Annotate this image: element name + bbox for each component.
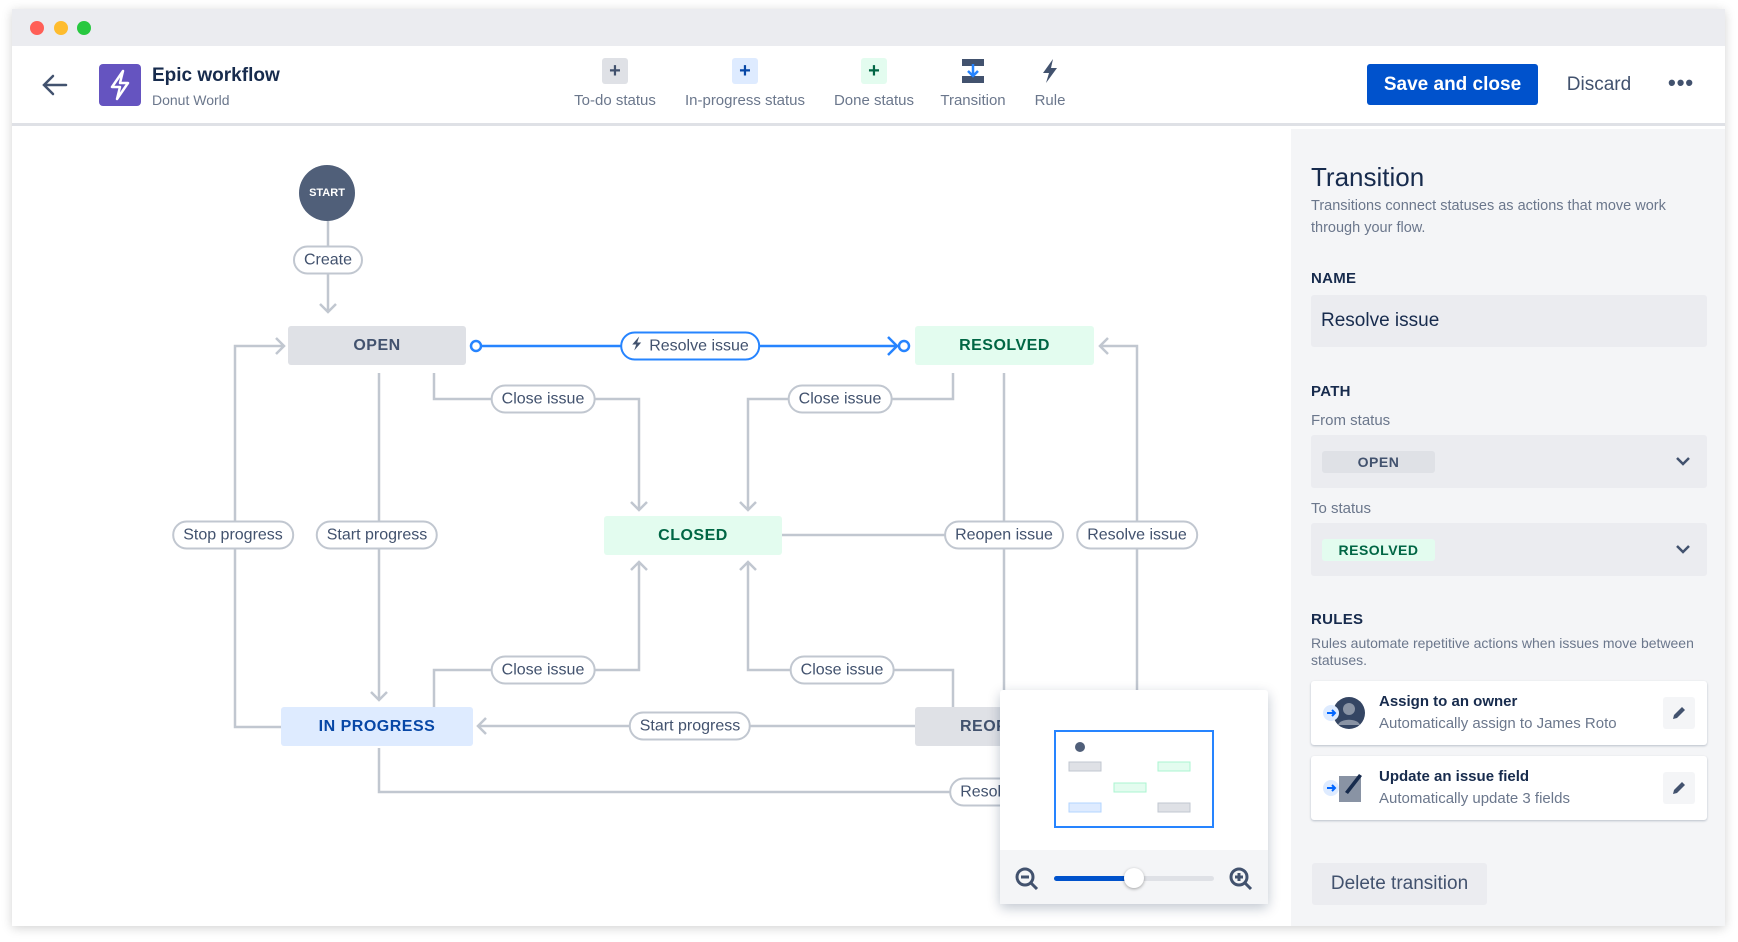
from-status-select[interactable]: OPEN <box>1311 435 1707 488</box>
connector-resolve-reopened <box>1098 337 1139 700</box>
connector-close-reopened <box>739 560 955 707</box>
project-name: Donut World <box>152 92 230 108</box>
to-status-select[interactable]: RESOLVED <box>1311 523 1707 576</box>
lightning-icon <box>631 336 643 356</box>
pencil-icon <box>1673 707 1685 719</box>
add-todo-status-button[interactable]: + To-do status <box>574 58 656 109</box>
status-in-progress[interactable]: IN PROGRESS <box>281 707 473 746</box>
connector-resolve-inprogress <box>377 748 960 794</box>
transition-stop-progress[interactable]: Stop progress <box>172 520 294 550</box>
edit-rule-button[interactable] <box>1663 772 1695 804</box>
status-resolved[interactable]: RESOLVED <box>915 326 1094 365</box>
minimap <box>1000 690 1268 904</box>
transition-create[interactable]: Create <box>292 245 364 275</box>
from-status-lozenge: OPEN <box>1322 451 1435 473</box>
to-status-label: To status <box>1311 500 1372 517</box>
transition-resolve-reopened[interactable]: Resolve issue <box>1076 520 1198 550</box>
zoom-slider-fill <box>1054 876 1134 881</box>
zoom-in-icon[interactable] <box>1228 866 1254 897</box>
add-rule-button[interactable]: Rule <box>985 58 1115 109</box>
close-window-button[interactable] <box>30 21 44 35</box>
add-inprogress-status-button[interactable]: + In-progress status <box>684 58 806 109</box>
start-node[interactable]: START <box>299 165 355 221</box>
back-arrow-icon[interactable] <box>40 70 70 105</box>
zoom-slider-handle[interactable] <box>1124 868 1144 888</box>
name-label: NAME <box>1311 270 1357 287</box>
maximize-window-button[interactable] <box>77 21 91 35</box>
transition-start-progress-reopened[interactable]: Start progress <box>628 711 752 741</box>
chevron-down-icon <box>1675 541 1691 562</box>
transition-close-open[interactable]: Close issue <box>490 384 596 414</box>
transition-close-resolved[interactable]: Close issue <box>787 384 893 414</box>
workflow-title: Epic workflow <box>152 65 280 86</box>
workflow-logo-icon <box>99 64 141 106</box>
rule-card-assign-owner[interactable]: Assign to an owner Automatically assign … <box>1311 681 1707 745</box>
edit-rule-button[interactable] <box>1663 697 1695 729</box>
connector-close-inprogress <box>432 560 648 707</box>
zoom-out-icon[interactable] <box>1014 866 1040 897</box>
name-input[interactable]: Resolve issue <box>1311 295 1707 347</box>
plus-icon: + <box>602 58 628 84</box>
lightning-icon <box>1037 58 1063 84</box>
panel-description: Transitions connect statuses as actions … <box>1311 198 1666 236</box>
delete-transition-button[interactable]: Delete transition <box>1312 863 1487 905</box>
status-open[interactable]: OPEN <box>288 326 466 365</box>
plus-icon: + <box>861 58 887 84</box>
pencil-icon <box>1673 782 1685 794</box>
from-status-label: From status <box>1311 412 1391 429</box>
rules-label: RULES <box>1311 611 1364 628</box>
transition-icon <box>960 58 986 84</box>
transition-close-reopened[interactable]: Close issue <box>789 655 895 685</box>
transition-reopen[interactable]: Reopen issue <box>944 520 1064 550</box>
assign-owner-icon <box>1321 694 1367 737</box>
plus-icon: + <box>732 58 758 84</box>
transition-start-progress[interactable]: Start progress <box>315 520 439 550</box>
add-done-status-button[interactable]: + Done status <box>833 58 915 109</box>
transition-close-inprogress[interactable]: Close issue <box>490 655 596 685</box>
transition-resolve-selected[interactable]: Resolve issue <box>620 331 760 361</box>
more-icon[interactable]: ••• <box>1668 70 1695 95</box>
to-status-lozenge: RESOLVED <box>1322 539 1435 561</box>
minimap-viewport[interactable] <box>1054 730 1214 828</box>
rule-card-update-field[interactable]: Update an issue field Automatically upda… <box>1311 756 1707 820</box>
add-transition-button[interactable]: Transition <box>908 58 1038 109</box>
zoom-slider[interactable] <box>1054 868 1214 888</box>
update-field-icon <box>1321 768 1367 813</box>
chevron-down-icon <box>1675 453 1691 474</box>
window-titlebar <box>12 9 1725 46</box>
discard-button[interactable]: Discard <box>1566 74 1632 95</box>
status-closed[interactable]: CLOSED <box>604 516 782 555</box>
minimize-window-button[interactable] <box>54 21 68 35</box>
path-label: PATH <box>1311 383 1351 400</box>
save-and-close-button[interactable]: Save and close <box>1367 64 1538 105</box>
rules-description: Rules automate repetitive actions when i… <box>1311 635 1694 668</box>
panel-title: Transition <box>1311 162 1425 192</box>
